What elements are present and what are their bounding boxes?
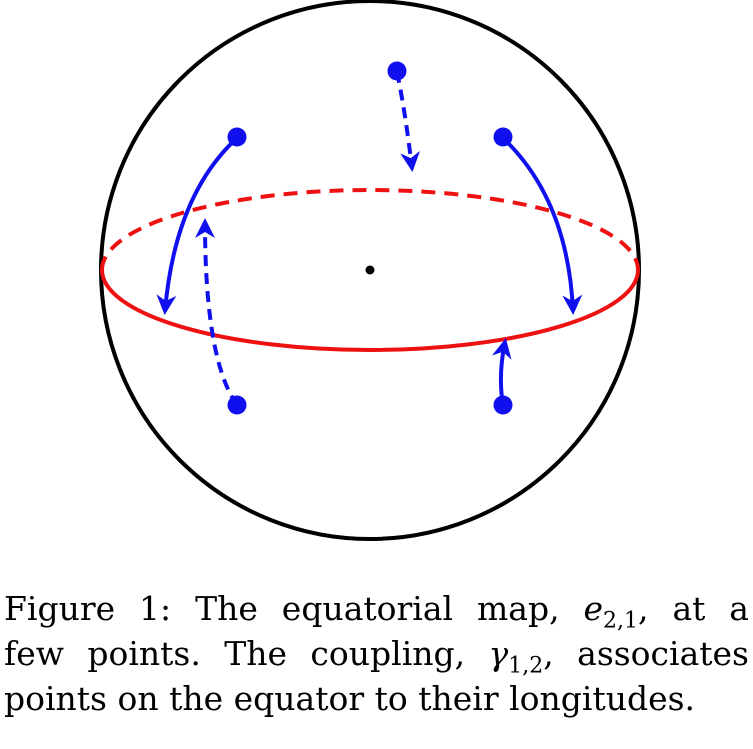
figure-caption: Figure 1: The equatorial map, e2,1, at a…: [4, 586, 749, 721]
point-upper-right: [493, 127, 513, 147]
equator-back-dashed: [100, 188, 640, 271]
caption-line-3: points on the equator to their longitude…: [4, 679, 696, 718]
arrow-upper-left: [156, 136, 239, 315]
point-lower-left: [227, 395, 247, 415]
point-lower-right: [493, 395, 513, 415]
point-top: [387, 61, 407, 81]
caption-line-2: few points. The coupling, γ1,2, associat…: [4, 634, 749, 679]
equator-front: [100, 269, 640, 352]
center-point: [365, 265, 375, 275]
arrow-top-dashed: [395, 71, 421, 172]
arrow-upper-right: [501, 136, 583, 315]
figure-label: Figure 1:: [4, 589, 172, 628]
caption-line-1: Figure 1: The equatorial map, e2,1, at a: [4, 589, 749, 634]
point-upper-left: [227, 127, 247, 147]
map-symbol: e: [583, 589, 604, 628]
sphere-outline: [99, 0, 641, 541]
arrow-lower-left-dashed: [195, 218, 239, 407]
coupling-symbol: γ: [488, 634, 509, 673]
sphere-diagram: [99, 0, 641, 541]
